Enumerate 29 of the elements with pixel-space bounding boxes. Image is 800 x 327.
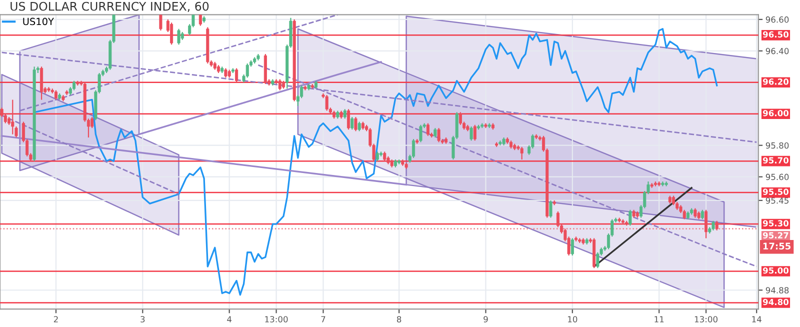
y-tick-label: 95.60: [766, 174, 789, 180]
x-tick-label: 11: [654, 316, 664, 322]
x-tick-label: 7: [321, 316, 326, 322]
ref-line-label: 94.80: [763, 298, 789, 306]
y-tick-label: 95.45: [766, 197, 788, 204]
text: 17:55: [763, 242, 791, 250]
x-tick-label: 13:00: [265, 316, 288, 322]
ref-line-label: 96.00: [763, 110, 789, 116]
y-tick-label: 95.80: [766, 142, 789, 149]
x-tick-label: 10: [568, 316, 578, 322]
ref-line-label: 95.27: [763, 232, 788, 238]
y-tick-label: 96.40: [766, 48, 789, 54]
ref-line-label: 95.50: [763, 188, 789, 195]
x-tick-label: 14: [752, 316, 762, 322]
x-tick-label: 9: [484, 316, 488, 322]
y-tick-label: 96.60: [766, 16, 789, 23]
ref-line-label: 96.20: [763, 78, 789, 85]
ref-line-label: 95.00: [763, 267, 789, 274]
x-tick-label: 13:00: [694, 316, 718, 322]
ref-line-label: 96.50: [763, 31, 789, 38]
x-tick-label: 2: [54, 316, 58, 322]
y-tick-label: 94.88: [766, 287, 789, 294]
legend-label: US10Y: [23, 18, 54, 26]
chart-title: US DOLLAR CURRENCY INDEX, 60: [10, 2, 209, 12]
ref-line-label: 95.70: [763, 157, 789, 164]
ref-line-label: 95.30: [763, 220, 789, 226]
x-tick-label: 4: [227, 316, 232, 322]
x-tick-label: 3: [140, 316, 145, 322]
x-tick-label: 8: [396, 316, 402, 322]
